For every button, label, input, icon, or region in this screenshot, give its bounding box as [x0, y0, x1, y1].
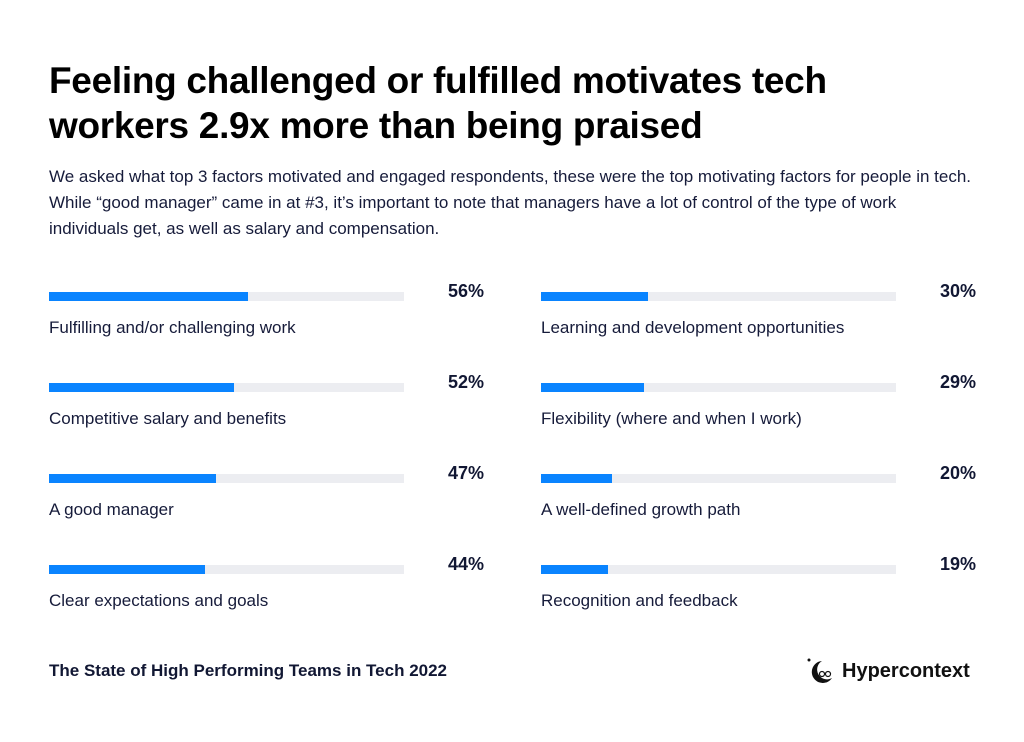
- bar-track: [49, 292, 404, 301]
- data-label: 52%: [447, 372, 484, 392]
- bar: [49, 474, 216, 483]
- bar-item: 19% Recognition and feedback: [541, 554, 976, 614]
- data-label: 47%: [447, 463, 484, 483]
- data-label: 30%: [939, 281, 976, 301]
- page-subtitle: We asked what top 3 factors motivated an…: [49, 167, 972, 238]
- bar-track: [541, 383, 896, 392]
- brand-logo: Hypercontext: [806, 656, 970, 686]
- bar-item: 47% A good manager: [49, 463, 484, 523]
- page-title: Feeling challenged or fulfilled motivate…: [49, 60, 827, 146]
- bar-item: 52% Competitive salary and benefits: [49, 372, 484, 432]
- bar-item: 29% Flexibility (where and when I work): [541, 372, 976, 432]
- brand-name: Hypercontext: [842, 659, 970, 682]
- bar-item: 20% A well-defined growth path: [541, 463, 976, 523]
- data-label: 56%: [447, 281, 484, 301]
- hypercontext-logo-icon: [807, 658, 832, 683]
- category-label: Flexibility (where and when I work): [541, 409, 802, 428]
- data-label: 29%: [939, 372, 976, 392]
- bar-track: [541, 292, 896, 301]
- category-label: Clear expectations and goals: [49, 591, 269, 610]
- data-label: 44%: [447, 554, 484, 574]
- bar-item: 56% Fulfilling and/or challenging work: [49, 281, 484, 341]
- bar: [541, 565, 609, 574]
- bar: [49, 292, 248, 301]
- category-label: A well-defined growth path: [541, 500, 741, 519]
- category-label: Learning and development opportunities: [541, 318, 845, 337]
- bar: [541, 383, 644, 392]
- bar: [49, 383, 234, 392]
- bar-track: [541, 565, 896, 574]
- bar: [49, 565, 206, 574]
- category-label: Competitive salary and benefits: [49, 409, 287, 428]
- bar-track: [541, 474, 896, 483]
- source-footer: The State of High Performing Teams in Te…: [49, 661, 448, 680]
- bar-track: [49, 383, 404, 392]
- bar-track: [49, 474, 404, 483]
- bar-item: 44% Clear expectations and goals: [49, 554, 484, 614]
- data-label: 20%: [939, 463, 976, 483]
- data-label: 19%: [939, 554, 976, 574]
- bar: [541, 474, 612, 483]
- category-label: Recognition and feedback: [541, 591, 738, 610]
- bar: [541, 292, 648, 301]
- bar-item: 30% Learning and development opportunitie…: [541, 281, 976, 341]
- bar-track: [49, 565, 404, 574]
- category-label: A good manager: [49, 500, 174, 519]
- category-label: Fulfilling and/or challenging work: [49, 318, 296, 337]
